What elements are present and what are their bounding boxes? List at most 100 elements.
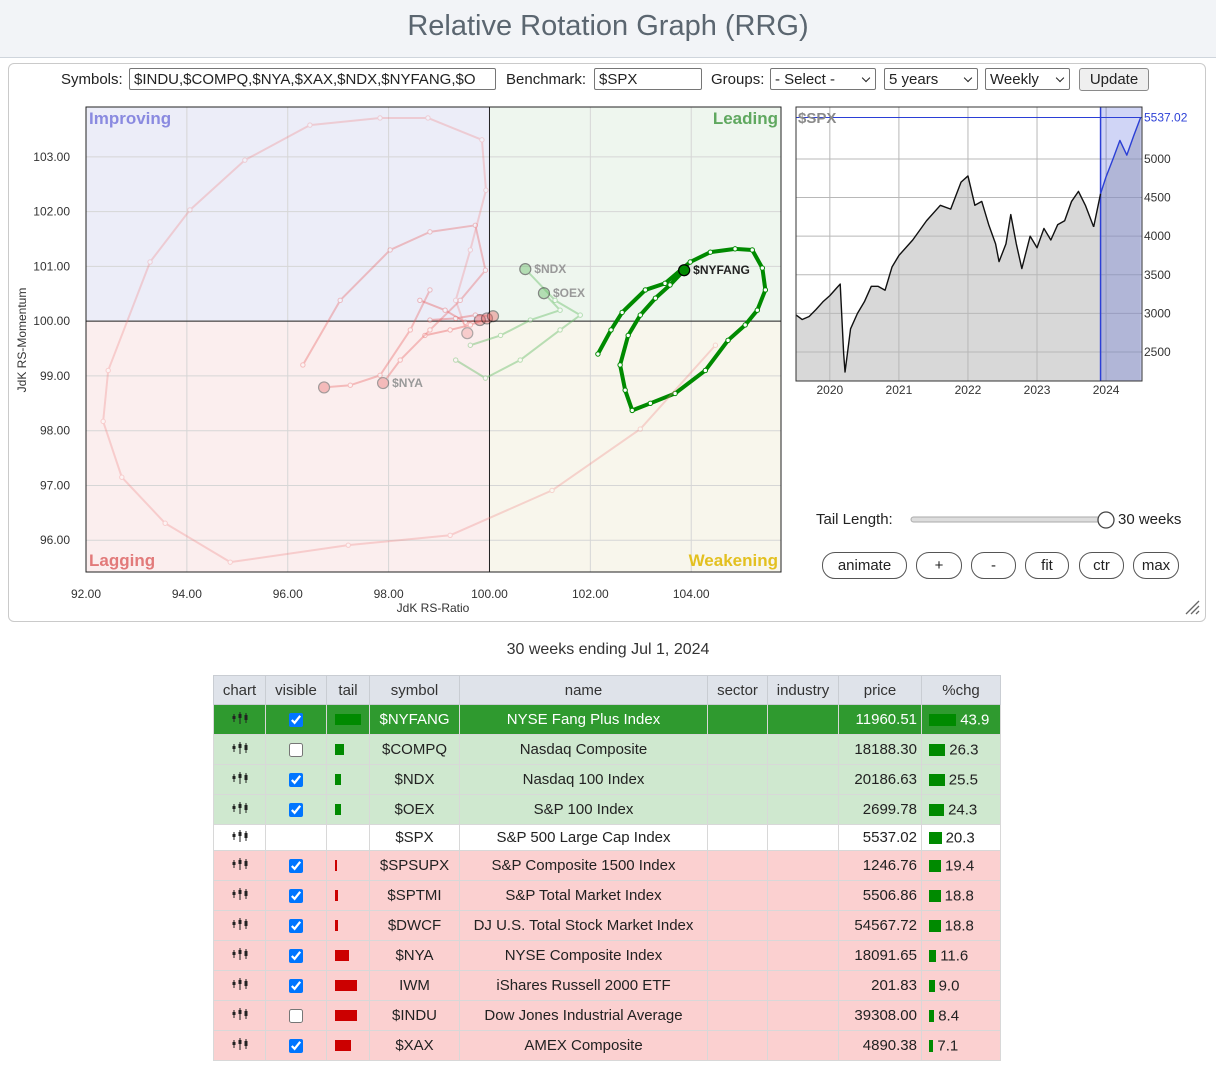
chart-icon[interactable] [231,947,249,961]
industry-cell [767,824,839,851]
chart-cell [213,1000,266,1031]
icon-body [238,773,241,778]
chart-icon[interactable] [231,829,249,843]
price: 18188.30 [838,734,922,765]
visible-cell [265,734,327,765]
tail-point [482,375,489,381]
tail-point [227,559,233,565]
chart-icon[interactable] [231,1007,249,1021]
visible-checkbox[interactable] [289,713,303,728]
icon-body [238,949,241,954]
tail-point [427,287,433,293]
x-tick-label: 104.00 [673,587,710,601]
price-symbol: $SPX [798,110,836,127]
interval-select[interactable]: Weekly [985,68,1070,90]
chart-icon[interactable] [231,857,249,871]
tail-length-value: 30 weeks [1118,511,1182,528]
visible-checkbox[interactable] [289,919,303,934]
tail-point [754,307,760,313]
chart-icon[interactable] [231,977,249,991]
icon-body [232,861,235,865]
pct-chg-cell: 11.6 [921,940,1001,971]
tail-point [407,327,413,333]
pct-chg: 11.6 [940,947,969,965]
icon-body [244,832,247,838]
visible-cell [265,910,327,941]
visible-checkbox[interactable] [289,773,303,788]
visible-checkbox[interactable] [289,803,303,818]
tail-point [712,342,719,348]
control-button[interactable]: + [916,552,962,579]
chart-icon[interactable] [231,917,249,931]
slider-knob[interactable] [1097,511,1115,529]
symbol: $SPSUPX [369,850,460,881]
icon-body [232,951,235,955]
price-line [795,175,1095,373]
icon-body [238,1009,241,1014]
price: 5537.02 [838,824,922,851]
industry-cell [767,910,839,941]
visible-checkbox[interactable] [289,979,303,994]
control-button[interactable]: animate [822,552,907,579]
tail-point [497,332,504,339]
visible-checkbox[interactable] [289,949,303,964]
symbol: $OEX [369,794,460,825]
name: S&P Composite 1500 Index [459,850,708,881]
visible-checkbox[interactable] [289,859,303,874]
visible-cell [265,970,327,1001]
icon-body [244,980,247,986]
period-select[interactable]: 5 years [884,68,978,90]
tail-head [461,327,474,340]
chart-icon[interactable] [231,741,249,755]
chart-cell [213,704,266,735]
chart-icon[interactable] [231,887,249,901]
price: 1246.76 [838,850,922,881]
icon-body [238,979,241,984]
benchmark-input[interactable]: $SPX [594,68,702,90]
name: S&P Total Market Index [459,880,708,911]
tail-line [429,314,494,322]
visible-checkbox[interactable] [289,1009,303,1024]
chart-icon[interactable] [231,711,249,725]
tail-bar [335,980,357,991]
x-tick-label: 2024 [1093,383,1120,397]
name: S&P 100 Index [459,794,708,825]
header: Relative Rotation Graph (RRG) [0,0,1216,58]
chart-cell [213,734,266,765]
icon-body [238,743,241,748]
control-button[interactable]: - [971,552,1016,579]
window-band [1100,107,1142,381]
column-header: %chg [921,675,1001,705]
symbols-input[interactable]: $INDU,$COMPQ,$NYA,$XAX,$NDX,$NYFANG,$O [129,68,496,90]
visible-checkbox[interactable] [289,1039,303,1054]
quadrant [489,321,781,572]
tail-point [637,312,643,318]
pct-chg-cell: 19.4 [921,850,1001,881]
tail-label: $NYA [392,376,423,390]
tail-point [662,280,668,287]
chart-icon[interactable] [231,1037,249,1051]
visible-checkbox[interactable] [289,743,303,758]
symbol: IWM [369,970,460,1001]
visible-checkbox[interactable] [289,889,303,904]
icon-body [244,890,247,896]
x-tick-label: 2022 [955,383,982,397]
sector-cell [707,764,768,795]
icon-body [244,860,247,866]
visible-cell [265,1030,327,1061]
control-button[interactable]: max [1133,552,1179,579]
symbol: $NYFANG [369,704,460,735]
control-button[interactable]: ctr [1079,552,1124,579]
pct-chg: 43.9 [960,711,990,729]
name: Dow Jones Industrial Average [459,1000,708,1031]
icon-body [238,859,241,864]
chart-icon[interactable] [231,801,249,815]
tail-point [452,315,459,322]
pct-chg-cell: 18.8 [921,880,1001,911]
chart-icon[interactable] [231,771,249,785]
control-button[interactable]: fit [1025,552,1069,579]
update-button[interactable]: Update [1079,68,1149,91]
groups-select[interactable]: - Select - [770,68,876,90]
icon-body [232,805,235,809]
tail-point [577,312,583,318]
